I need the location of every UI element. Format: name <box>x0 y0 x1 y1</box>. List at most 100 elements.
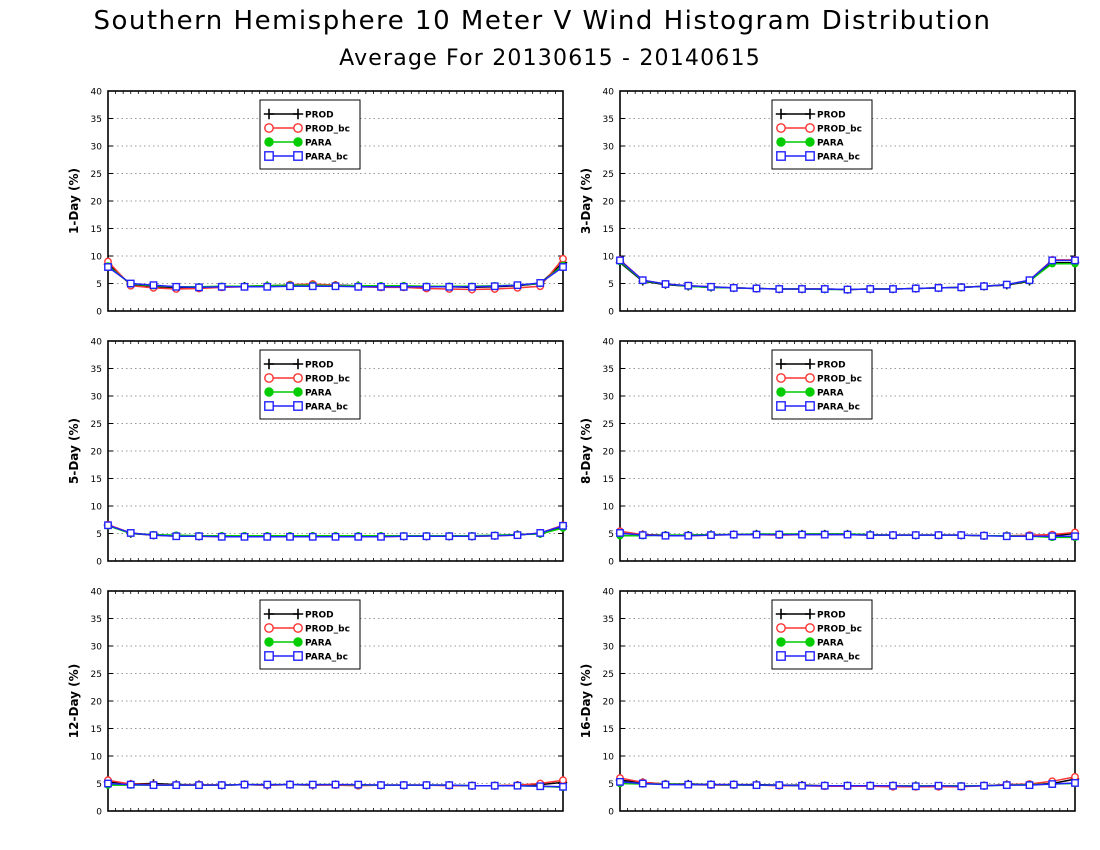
y-tick-label: 20 <box>91 448 103 458</box>
data-point <box>638 531 647 540</box>
legend: PROD PROD_bc PARA PARA_bc <box>259 99 361 170</box>
data-point <box>104 521 112 530</box>
data-point <box>707 780 715 789</box>
data-point <box>354 532 363 541</box>
panel-2: 0 5 10 15 20 25 30 35 40 3-Day (%) PROD PROD_bc PARA… <box>579 88 1080 318</box>
plot-frame <box>619 590 1076 812</box>
data-point <box>559 782 567 791</box>
legend-box <box>771 99 873 170</box>
legend-label: PROD_bc <box>305 125 350 135</box>
plot-frame <box>107 340 564 562</box>
data-point <box>1002 781 1011 790</box>
legend: PROD PROD_bc PARA PARA_bc <box>259 349 361 420</box>
y-axis-label: 3-Day (%) <box>579 168 593 234</box>
data-point <box>684 780 693 789</box>
y-tick-label: 40 <box>91 88 103 98</box>
data-point <box>729 284 738 292</box>
y-tick-label: 20 <box>603 448 615 458</box>
data-point <box>798 530 806 539</box>
data-point <box>195 781 203 790</box>
y-tick-label: 25 <box>603 420 614 430</box>
y-tick-label: 0 <box>96 308 102 318</box>
y-tick-label: 25 <box>91 670 102 680</box>
data-point <box>1048 780 1057 788</box>
data-point <box>195 283 203 292</box>
data-point <box>399 532 408 541</box>
data-point <box>377 282 385 291</box>
data-point <box>354 780 363 789</box>
data-point <box>331 282 340 291</box>
y-tick-label: 15 <box>91 225 102 235</box>
data-point <box>377 781 385 790</box>
legend-marker <box>264 651 274 661</box>
data-point <box>1025 532 1034 541</box>
y-tick-label: 5 <box>608 780 614 790</box>
data-point <box>911 531 920 540</box>
data-point <box>843 530 852 539</box>
data-point <box>559 521 567 530</box>
data-point <box>798 781 806 790</box>
legend-marker <box>805 387 815 397</box>
legend-marker <box>776 623 786 633</box>
y-tick-label: 35 <box>91 365 102 375</box>
data-point <box>980 781 988 790</box>
legend-marker <box>804 358 816 370</box>
legend-marker <box>805 123 815 133</box>
legend-marker <box>776 387 786 397</box>
data-point <box>149 531 158 540</box>
y-tick-label: 40 <box>91 588 103 598</box>
data-point <box>468 282 476 291</box>
y-tick-label: 0 <box>608 808 614 818</box>
data-point <box>934 284 943 292</box>
legend-marker <box>264 387 274 397</box>
legend-label: PROD <box>305 361 334 371</box>
data-point <box>775 781 784 790</box>
data-point <box>1025 781 1034 790</box>
data-point <box>707 282 715 291</box>
y-tick-label: 10 <box>603 253 615 263</box>
legend-label: PARA <box>817 389 844 399</box>
legend-marker <box>263 108 275 120</box>
legend-label: PROD_bc <box>817 625 862 635</box>
series-para-bc <box>104 779 567 791</box>
y-tick-label: 10 <box>603 753 615 763</box>
y-axis-label: 5-Day (%) <box>67 418 81 484</box>
y-tick-label: 5 <box>608 530 614 540</box>
data-point <box>377 532 385 541</box>
y-tick-label: 30 <box>91 393 103 403</box>
data-point <box>422 781 431 790</box>
legend: PROD PROD_bc PARA PARA_bc <box>771 599 873 670</box>
data-point <box>490 531 499 540</box>
y-axis-label: 12-Day (%) <box>67 664 81 738</box>
legend-label: PARA <box>305 639 332 649</box>
series-para-bc <box>616 529 1079 541</box>
y-tick-label: 35 <box>603 615 614 625</box>
legend-marker <box>293 623 303 633</box>
data-point <box>513 531 522 540</box>
legend-marker <box>264 637 274 647</box>
data-point <box>661 531 670 540</box>
data-point <box>1071 256 1079 265</box>
legend-marker <box>293 401 303 411</box>
legend-box <box>771 599 873 670</box>
y-tick-label: 30 <box>91 643 103 653</box>
legend-marker <box>805 373 815 383</box>
y-tick-label: 10 <box>91 503 103 513</box>
y-tick-label: 0 <box>608 558 614 568</box>
legend-box <box>771 349 873 420</box>
data-point <box>980 282 988 291</box>
data-point <box>445 282 454 291</box>
y-tick-label: 5 <box>608 280 614 290</box>
data-point <box>1071 532 1079 541</box>
plot-frame <box>107 590 564 812</box>
series-para-bc <box>616 256 1079 294</box>
data-point <box>240 780 249 789</box>
legend: PROD PROD_bc PARA PARA_bc <box>771 99 873 170</box>
legend-marker <box>805 651 815 661</box>
legend-label: PARA_bc <box>817 403 860 413</box>
y-tick-label: 30 <box>91 143 103 153</box>
legend-marker <box>776 637 786 647</box>
data-point <box>820 781 829 790</box>
data-point <box>559 263 567 271</box>
data-point <box>422 532 431 541</box>
